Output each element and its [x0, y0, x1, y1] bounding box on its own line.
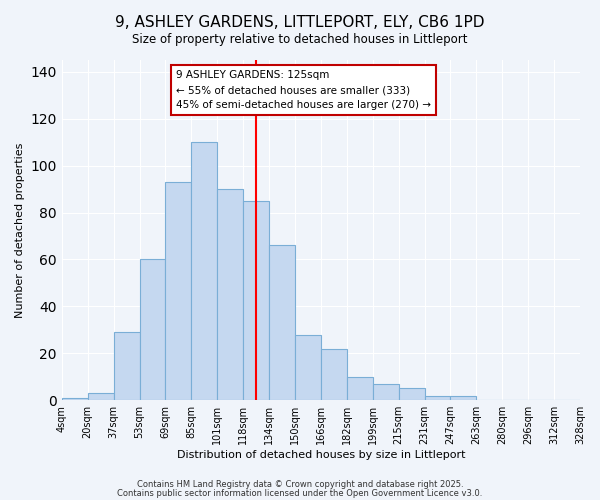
Y-axis label: Number of detached properties: Number of detached properties: [15, 142, 25, 318]
Text: 9, ASHLEY GARDENS, LITTLEPORT, ELY, CB6 1PD: 9, ASHLEY GARDENS, LITTLEPORT, ELY, CB6 …: [115, 15, 485, 30]
Bar: [217, 189, 243, 400]
Bar: [113, 332, 140, 400]
Bar: [373, 384, 398, 400]
Text: 9 ASHLEY GARDENS: 125sqm
← 55% of detached houses are smaller (333)
45% of semi-: 9 ASHLEY GARDENS: 125sqm ← 55% of detach…: [176, 70, 431, 110]
Bar: [166, 182, 191, 400]
Text: Contains HM Land Registry data © Crown copyright and database right 2025.: Contains HM Land Registry data © Crown c…: [137, 480, 463, 489]
Bar: [295, 334, 321, 400]
Bar: [398, 388, 425, 400]
Bar: [191, 142, 217, 400]
Bar: [62, 398, 88, 400]
Bar: [140, 260, 166, 400]
Bar: [269, 246, 295, 400]
Bar: [88, 393, 113, 400]
Bar: [425, 396, 451, 400]
Text: Size of property relative to detached houses in Littleport: Size of property relative to detached ho…: [132, 32, 468, 46]
Bar: [347, 376, 373, 400]
Bar: [243, 201, 269, 400]
X-axis label: Distribution of detached houses by size in Littleport: Distribution of detached houses by size …: [176, 450, 465, 460]
Bar: [321, 348, 347, 400]
Text: Contains public sector information licensed under the Open Government Licence v3: Contains public sector information licen…: [118, 490, 482, 498]
Bar: [451, 396, 476, 400]
